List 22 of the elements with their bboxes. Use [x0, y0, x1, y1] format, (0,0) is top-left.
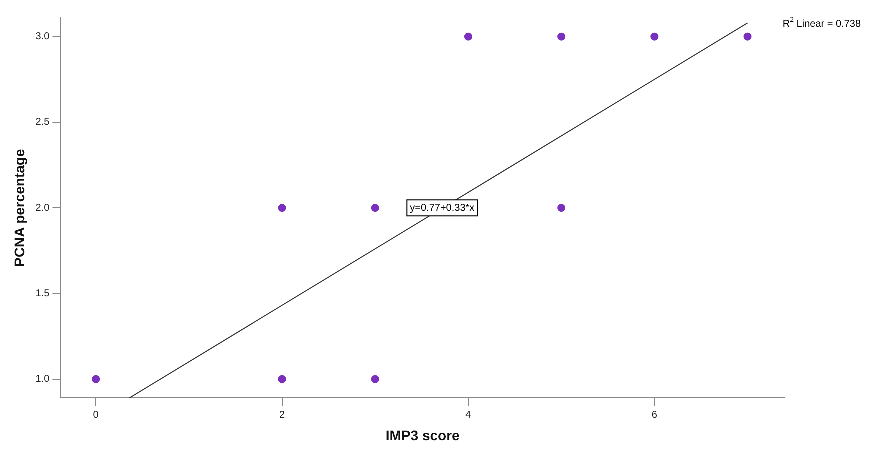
y-tick-label: 2.0 [36, 202, 50, 214]
point [558, 32, 566, 41]
annotation: y=0.77+0.33*x [410, 202, 475, 214]
y-tick-label: 1.5 [36, 288, 50, 300]
x-tick-label: 4 [466, 410, 472, 421]
x-tick-label: 6 [652, 410, 658, 421]
point [650, 32, 659, 41]
point [744, 32, 752, 41]
y-tick-label: 3.0 [36, 32, 50, 43]
point [92, 375, 100, 384]
x-tick-label: 0 [93, 410, 100, 421]
y-axis-title: PCNA percentage [11, 149, 28, 267]
point [278, 375, 286, 384]
point [371, 375, 380, 384]
x-axis-title: IMP3 score [386, 427, 460, 444]
point [371, 204, 380, 212]
y-tick-label: 1.0 [36, 374, 50, 386]
point [464, 32, 472, 41]
x-tick-label: 2 [279, 410, 286, 421]
y-tick-label: 2.5 [36, 117, 50, 128]
point [278, 204, 286, 212]
point [558, 204, 566, 212]
